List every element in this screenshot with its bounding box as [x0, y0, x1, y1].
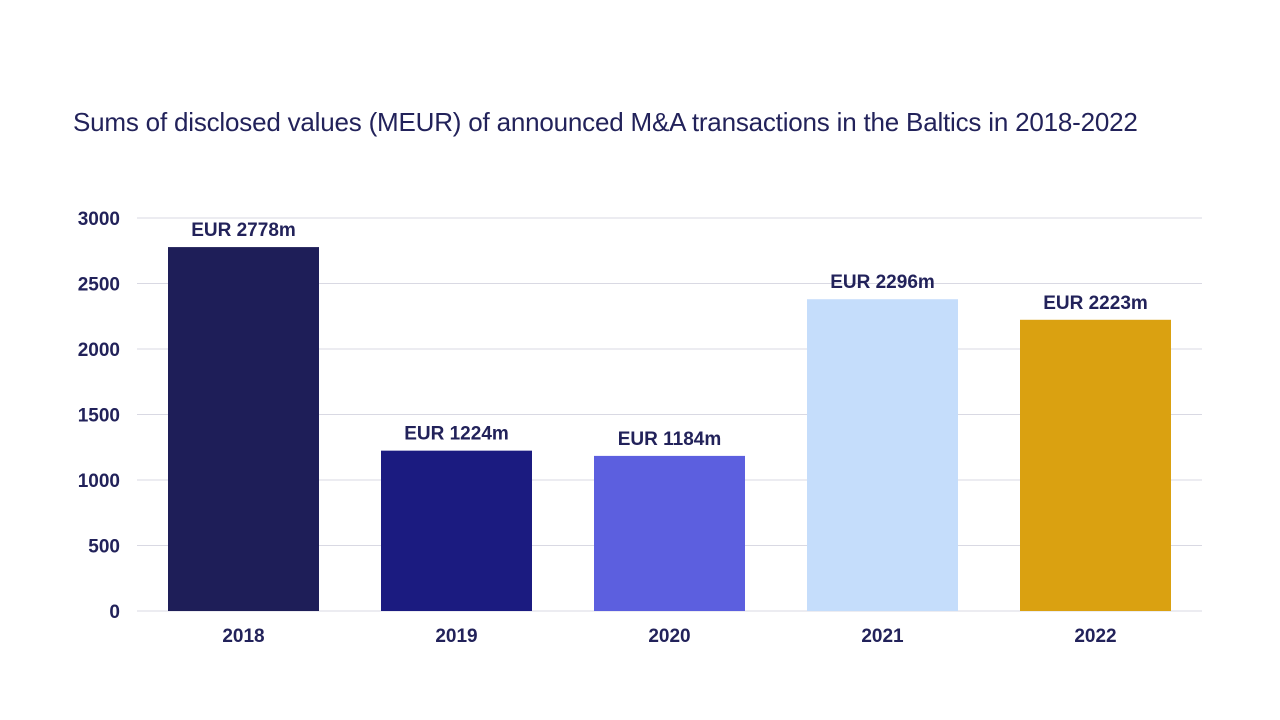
data-label-2019: EUR 1224m — [404, 424, 509, 445]
bar-2019 — [381, 450, 532, 611]
x-axis-ticks: 2018 2019 2020 2021 2022 — [222, 626, 1116, 647]
y-axis-ticks: 0 500 1000 1500 2000 2500 3000 — [78, 209, 120, 623]
x-tick-label: 2022 — [1074, 626, 1116, 647]
x-tick-label: 2020 — [648, 626, 690, 647]
y-tick-label: 3000 — [78, 209, 120, 230]
data-labels: EUR 2778m EUR 1224m EUR 1184m EUR 2296m EUR … — [191, 220, 1148, 450]
y-tick-label: 2000 — [78, 340, 120, 361]
data-label-2021: EUR 2296m — [830, 272, 935, 293]
bar-2021 — [807, 299, 958, 611]
y-tick-label: 1000 — [78, 471, 120, 492]
bars — [168, 247, 1171, 611]
data-label-2020: EUR 1184m — [618, 429, 722, 450]
bar-2018 — [168, 247, 319, 611]
y-tick-label: 500 — [88, 537, 120, 558]
y-tick-label: 1500 — [78, 406, 120, 427]
data-label-2022: EUR 2223m — [1043, 293, 1148, 314]
x-tick-label: 2018 — [222, 626, 264, 647]
y-tick-label: 0 — [109, 602, 120, 623]
y-tick-label: 2500 — [78, 275, 120, 296]
x-tick-label: 2019 — [435, 626, 477, 647]
data-label-2018: EUR 2778m — [191, 220, 296, 241]
bar-2020 — [594, 455, 745, 611]
bar-2022 — [1020, 319, 1171, 611]
x-tick-label: 2021 — [861, 626, 904, 647]
chart-title: Sums of disclosed values (MEUR) of annou… — [73, 107, 1138, 137]
